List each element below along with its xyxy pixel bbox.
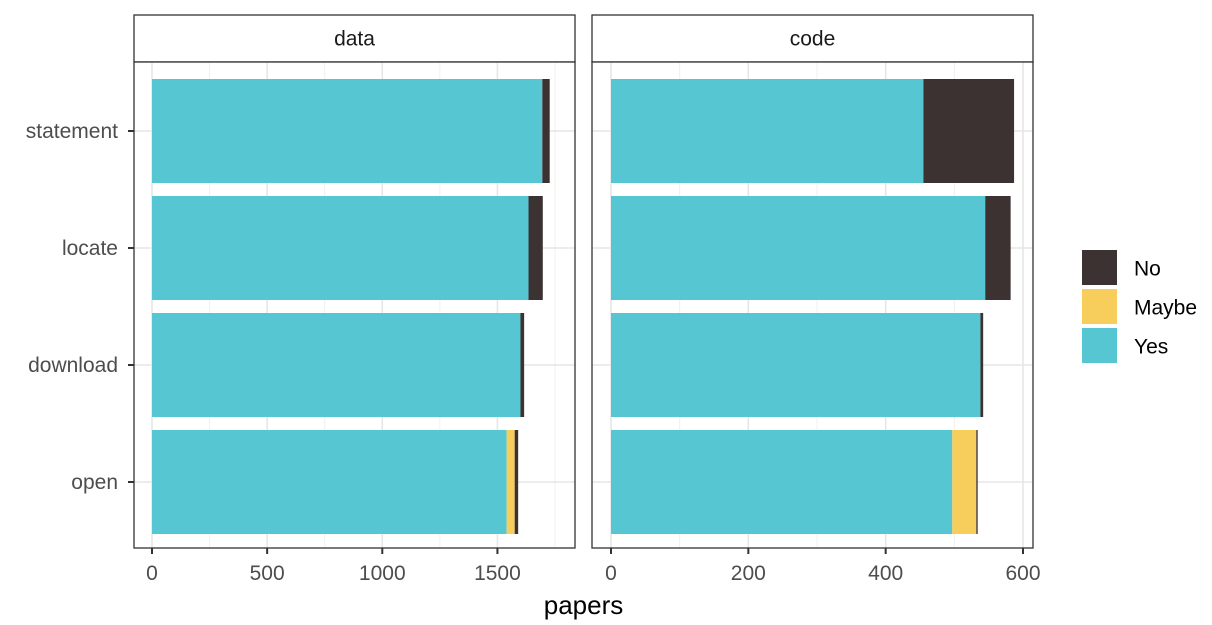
- y-tick-label: statement: [26, 120, 118, 143]
- bar-yes-open: [611, 430, 953, 534]
- bar-yes-statement: [611, 79, 924, 183]
- legend-swatch-yes: [1082, 328, 1117, 363]
- bar-no-statement: [542, 79, 550, 183]
- panels: data 0 500 1000 1500 code 0 200 400 600: [133, 14, 1041, 585]
- panel-border: [133, 61, 576, 549]
- bar-no-download: [980, 313, 984, 417]
- bar-yes-open: [152, 430, 507, 534]
- facet-strip-label: code: [790, 28, 836, 51]
- x-axis-title: papers: [544, 590, 624, 620]
- x-tick-label: 1500: [474, 562, 521, 585]
- bar-no-download: [520, 313, 525, 417]
- legend-label: No: [1134, 258, 1161, 281]
- legend-swatch-no: [1082, 250, 1117, 285]
- x-tick-label: 1000: [359, 562, 406, 585]
- x-tick-label: 0: [605, 562, 617, 585]
- facet-strip: [591, 14, 1034, 63]
- x-tick-label: 500: [250, 562, 285, 585]
- bar-no-locate: [985, 196, 1011, 300]
- bar-no-open: [514, 430, 519, 534]
- x-tick-label: 600: [1005, 562, 1040, 585]
- y-tick-label: open: [71, 471, 118, 494]
- bar-yes-download: [611, 313, 981, 417]
- bar-no-locate: [528, 196, 543, 300]
- y-tick-label: locate: [62, 237, 118, 260]
- legend-label: Maybe: [1134, 297, 1197, 320]
- panel-border: [591, 61, 1034, 549]
- y-tick-label: download: [28, 354, 118, 377]
- bar-yes-statement: [152, 79, 543, 183]
- bar-no-open: [976, 430, 978, 534]
- bar-yes-download: [152, 313, 521, 417]
- bar-yes-locate: [611, 196, 986, 300]
- y-axis-labels: statement locate download open: [26, 120, 134, 494]
- legend-swatch-maybe: [1082, 289, 1117, 324]
- x-tick-label: 400: [868, 562, 903, 585]
- legend: No Maybe Yes: [1082, 250, 1197, 363]
- panel-code: code 0 200 400 600: [591, 14, 1041, 585]
- legend-label: Yes: [1134, 336, 1168, 359]
- bar-maybe-open: [952, 430, 977, 534]
- x-tick-label: 0: [146, 562, 158, 585]
- bar-yes-locate: [152, 196, 529, 300]
- bar-no-statement: [923, 79, 1015, 183]
- panel-data: data 0 500 1000 1500: [133, 14, 576, 585]
- x-tick-label: 200: [731, 562, 766, 585]
- facet-strip: [133, 14, 576, 63]
- bar-maybe-open: [506, 430, 515, 534]
- facet-strip-label: data: [334, 28, 375, 51]
